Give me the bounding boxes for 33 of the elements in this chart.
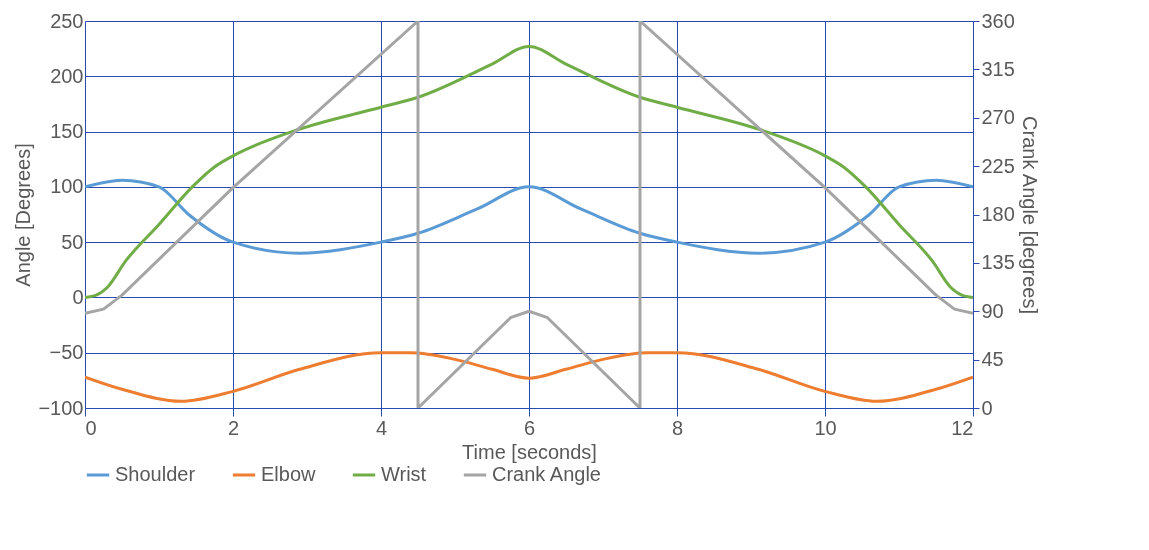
y2-tick-label: 360 [981,9,1015,32]
y-tick-label: 50 [61,230,84,253]
x-axis-title: Time [seconds] [462,440,597,463]
y2-tick-label: 135 [981,251,1015,274]
x-tick-label: 8 [671,416,684,439]
y2-tick-label: 90 [981,299,1004,322]
legend-label: Wrist [381,463,427,485]
x-tick-label: 6 [523,416,536,439]
x-tick-label: 4 [375,416,388,439]
y2-tick-label: 0 [981,396,993,419]
y-tick-label: 100 [50,175,84,198]
y-tick-label: 200 [50,64,84,87]
y2-tick-label: 225 [981,154,1015,177]
y2-tick-label: 315 [981,57,1015,80]
legend-label: Shoulder [115,463,196,485]
line-series [85,178,973,255]
line-series [85,44,973,299]
y-axis-title: Angle [Degrees] [12,143,35,287]
y2-tick-label: 270 [981,106,1015,129]
x-tick-label: 12 [951,416,974,439]
y-tick-label: −100 [38,396,84,419]
legend-label: Elbow [261,463,317,485]
y2-axis-title: Crank Angle [degrees] [1018,116,1041,314]
y2-tick-label: 180 [981,203,1015,225]
y-tick-label: 150 [50,120,84,143]
x-tick-label: 2 [227,416,240,439]
line-series [85,351,973,403]
x-tick-label: 10 [814,416,837,439]
y-tick-label: −50 [49,341,84,364]
y-tick-label: 0 [72,285,84,308]
y2-tick-label: 45 [981,348,1004,371]
y-tick-label: 250 [50,9,84,32]
legend-label: Crank Angle [492,463,601,485]
